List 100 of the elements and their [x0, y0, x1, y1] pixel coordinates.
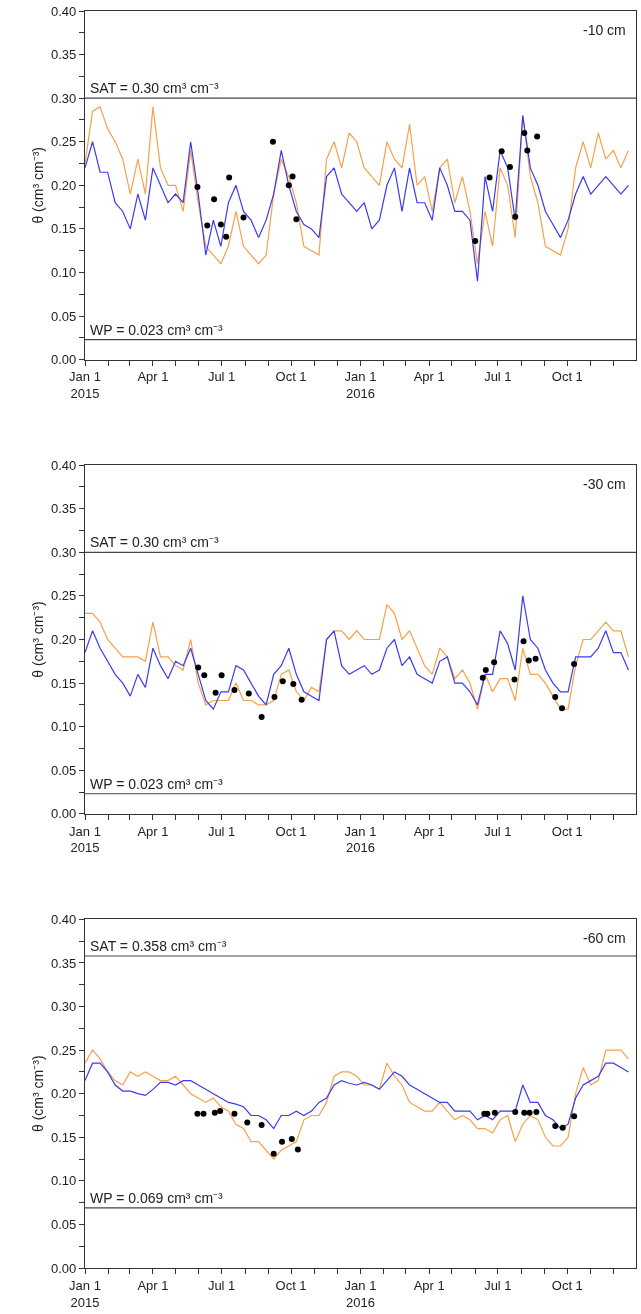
point — [491, 659, 498, 666]
point — [482, 667, 489, 673]
point — [271, 694, 278, 701]
x-tick-label: Jan 1 2016 — [344, 369, 377, 402]
point — [512, 1109, 519, 1115]
y-tick-label: 0.15 — [50, 675, 77, 691]
ref-line-label: SAT = 0.358 cm³ cm⁻³ — [90, 938, 227, 954]
point — [506, 164, 513, 170]
point — [240, 214, 247, 221]
point — [279, 678, 286, 685]
point — [486, 174, 493, 181]
point — [200, 1110, 207, 1117]
point — [552, 1122, 559, 1129]
y-tick-label: 0.30 — [50, 999, 77, 1015]
point — [491, 1109, 498, 1116]
point — [201, 672, 208, 679]
y-tick-label: 0.30 — [50, 90, 77, 106]
point — [212, 689, 219, 696]
ref-line-label: WP = 0.069 cm³ cm⁻³ — [90, 1190, 224, 1206]
point — [204, 222, 211, 229]
point — [211, 196, 218, 203]
point — [571, 1113, 578, 1120]
point — [217, 221, 224, 228]
point — [244, 1119, 251, 1126]
x-tick-label: Oct 1 — [275, 369, 307, 385]
x-tick-label: Jan 1 2015 — [69, 1277, 101, 1310]
y-tick-label: 0.40 — [50, 911, 77, 927]
point — [533, 1109, 540, 1115]
ref-line-label: WP = 0.023 cm³ cm⁻³ — [90, 776, 224, 792]
y-tick-label: 0.10 — [50, 265, 77, 281]
x-tick-label: Oct 1 — [551, 1277, 583, 1293]
point — [298, 696, 305, 703]
x-tick-label: Jul 1 — [207, 1277, 236, 1293]
x-tick-label: Jul 1 — [207, 823, 236, 839]
y-axis-title: θ (cm³ cm⁻³) — [29, 1055, 46, 1132]
annotation: -60 cm — [583, 930, 626, 946]
point — [218, 672, 225, 679]
point — [524, 147, 531, 154]
ref-line-label: SAT = 0.30 cm³ cm⁻³ — [90, 534, 219, 550]
x-tick-label: Jan 1 2016 — [344, 823, 377, 856]
ref-line-label: WP = 0.023 cm³ cm⁻³ — [90, 322, 224, 338]
point — [194, 184, 201, 191]
y-tick-label: 0.00 — [50, 1260, 77, 1276]
point — [258, 1122, 265, 1129]
line-series — [85, 1062, 630, 1130]
point — [211, 1109, 218, 1116]
x-tick-label: Apr 1 — [137, 1277, 169, 1293]
point — [534, 133, 541, 140]
x-tick-label: Apr 1 — [413, 1277, 445, 1293]
point — [520, 638, 527, 645]
y-tick-label: 0.05 — [50, 1216, 77, 1232]
point — [511, 676, 518, 683]
point — [231, 687, 238, 694]
point — [288, 1136, 295, 1143]
y-tick-label: 0.10 — [50, 719, 77, 735]
point — [279, 1138, 285, 1145]
y-tick-label: 0.25 — [50, 134, 77, 150]
y-tick-label: 0.15 — [50, 221, 77, 237]
y-tick-label: 0.05 — [50, 308, 77, 324]
y-tick-label: 0.00 — [50, 352, 77, 368]
point — [194, 1110, 201, 1117]
point — [532, 655, 539, 662]
y-tick-label: 0.25 — [50, 588, 77, 604]
ref-line-label: SAT = 0.30 cm³ cm⁻³ — [90, 80, 219, 96]
x-tick-label: Oct 1 — [551, 823, 583, 839]
y-tick-label: 0.35 — [50, 501, 77, 517]
y-tick-label: 0.35 — [50, 47, 77, 63]
point — [269, 138, 276, 145]
x-tick-label: Oct 1 — [551, 369, 583, 385]
point — [521, 1109, 528, 1116]
x-tick-label: Apr 1 — [413, 369, 445, 385]
line-series — [85, 1049, 630, 1160]
point — [258, 714, 265, 721]
point — [559, 1124, 566, 1131]
annotation: -10 cm — [583, 22, 626, 38]
x-tick-label: Apr 1 — [137, 369, 169, 385]
x-tick-label: Jan 1 2016 — [344, 1277, 377, 1310]
y-tick-label: 0.15 — [50, 1129, 77, 1145]
point — [498, 148, 505, 155]
point — [294, 1146, 301, 1153]
point — [559, 705, 566, 712]
point — [479, 674, 486, 681]
point — [217, 1108, 224, 1115]
point — [472, 238, 479, 245]
y-tick-label: 0.00 — [50, 806, 77, 822]
y-tick-label: 0.20 — [50, 632, 77, 648]
x-tick-label: Jul 1 — [484, 369, 512, 385]
point — [285, 182, 292, 189]
point — [223, 233, 230, 240]
x-tick-label: Oct 1 — [275, 1277, 307, 1293]
x-tick-label: Jul 1 — [484, 823, 512, 839]
x-tick-label: Jul 1 — [207, 369, 236, 385]
x-tick-label: Jan 1 2015 — [69, 369, 101, 402]
point — [293, 216, 300, 223]
y-tick-label: 0.40 — [50, 457, 77, 473]
point — [512, 213, 519, 220]
y-axis-title: θ (cm³ cm⁻³) — [29, 147, 46, 224]
y-tick-label: 0.10 — [50, 1173, 77, 1189]
y-tick-label: 0.20 — [50, 1086, 77, 1102]
y-tick-label: 0.25 — [50, 1042, 77, 1058]
